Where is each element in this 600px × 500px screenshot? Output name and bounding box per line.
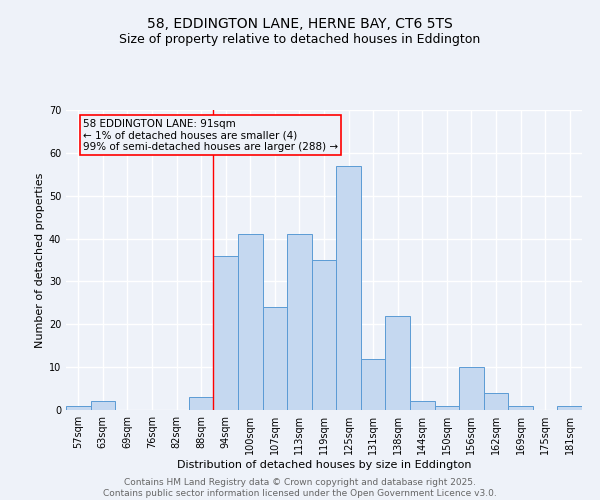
Text: Size of property relative to detached houses in Eddington: Size of property relative to detached ho… [119, 32, 481, 46]
Bar [312, 260, 336, 410]
Bar [361, 358, 385, 410]
Bar [66, 406, 91, 410]
X-axis label: Distribution of detached houses by size in Eddington: Distribution of detached houses by size … [177, 460, 471, 470]
Bar [484, 393, 508, 410]
Bar [91, 402, 115, 410]
Bar [410, 402, 434, 410]
Text: 58, EDDINGTON LANE, HERNE BAY, CT6 5TS: 58, EDDINGTON LANE, HERNE BAY, CT6 5TS [147, 18, 453, 32]
Bar [214, 256, 238, 410]
Bar [238, 234, 263, 410]
Text: Contains HM Land Registry data © Crown copyright and database right 2025.
Contai: Contains HM Land Registry data © Crown c… [103, 478, 497, 498]
Bar [287, 234, 312, 410]
Bar [189, 397, 214, 410]
Bar [459, 367, 484, 410]
Y-axis label: Number of detached properties: Number of detached properties [35, 172, 44, 348]
Bar [385, 316, 410, 410]
Bar [557, 406, 582, 410]
Bar [336, 166, 361, 410]
Bar [508, 406, 533, 410]
Bar [434, 406, 459, 410]
Text: 58 EDDINGTON LANE: 91sqm
← 1% of detached houses are smaller (4)
99% of semi-det: 58 EDDINGTON LANE: 91sqm ← 1% of detache… [83, 118, 338, 152]
Bar [263, 307, 287, 410]
